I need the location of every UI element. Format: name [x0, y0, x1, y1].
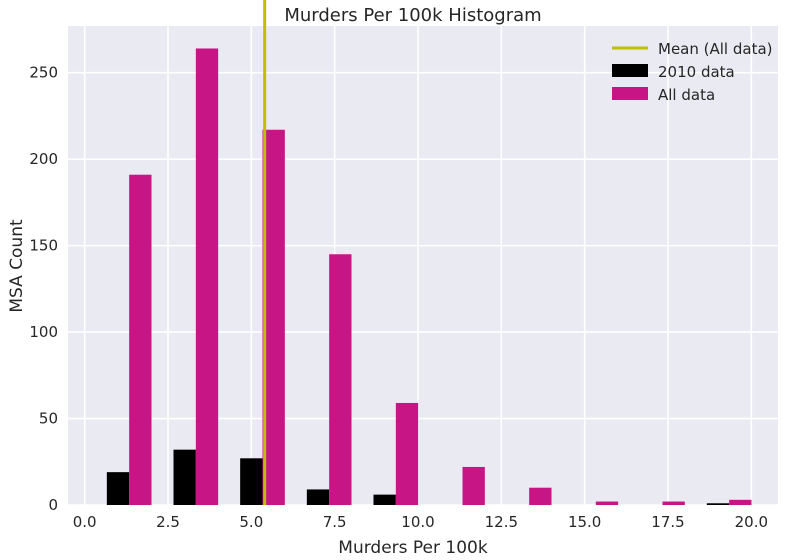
bar-2010-data [106, 472, 130, 505]
x-tick-label: 15.0 [568, 513, 601, 531]
bar-2010-data [373, 494, 396, 505]
legend-all-swatch [612, 87, 648, 100]
y-tick-label: 100 [29, 323, 58, 341]
x-tick-label: 7.5 [323, 513, 347, 531]
x-tick-label: 12.5 [485, 513, 518, 531]
bar-all-data [662, 501, 685, 505]
grid-lines [68, 26, 778, 506]
legend-2010-label: 2010 data [658, 63, 735, 81]
bar-all-data [195, 48, 219, 506]
bar-2010-data [706, 503, 730, 505]
x-tick-label: 17.5 [651, 513, 684, 531]
legend: Mean (All data) 2010 data All data [612, 40, 773, 104]
plot-background [68, 26, 778, 505]
x-tick-label: 5.0 [239, 513, 263, 531]
x-axis-label: Murders Per 100k [338, 538, 488, 558]
bar-all-data [262, 129, 285, 505]
legend-all-label: All data [658, 86, 715, 104]
y-tick-label: 0 [48, 496, 58, 514]
x-tick-label: 20.0 [735, 513, 768, 531]
bar-2010-data [306, 489, 330, 505]
y-tick-label: 250 [29, 64, 58, 82]
chart-title: Murders Per 100k Histogram [284, 5, 541, 26]
y-tick-label: 200 [29, 150, 58, 168]
bar-all-data [329, 254, 352, 505]
bars [106, 48, 752, 506]
y-tick-label: 150 [29, 237, 58, 255]
bar-all-data [729, 499, 752, 505]
bar-all-data [595, 501, 619, 505]
bar-all-data [129, 174, 152, 506]
bar-2010-data [240, 458, 263, 505]
bar-2010-data [173, 449, 196, 505]
y-tick-label: 50 [39, 410, 58, 428]
bar-all-data [395, 402, 419, 505]
legend-2010-swatch [612, 64, 648, 77]
x-tick-label: 10.0 [401, 513, 434, 531]
x-tick-label: 2.5 [156, 513, 180, 531]
tick-labels: 0.0 2.5 5.0 7.5 10.0 12.5 15.0 17.5 20.0 0 50 100 15… [29, 64, 768, 531]
x-tick-label: 0.0 [73, 513, 97, 531]
bar-all-data [462, 466, 485, 505]
bar-all-data [529, 487, 552, 505]
y-axis-label: MSA Count [7, 219, 27, 313]
legend-mean-label: Mean (All data) [658, 40, 773, 58]
